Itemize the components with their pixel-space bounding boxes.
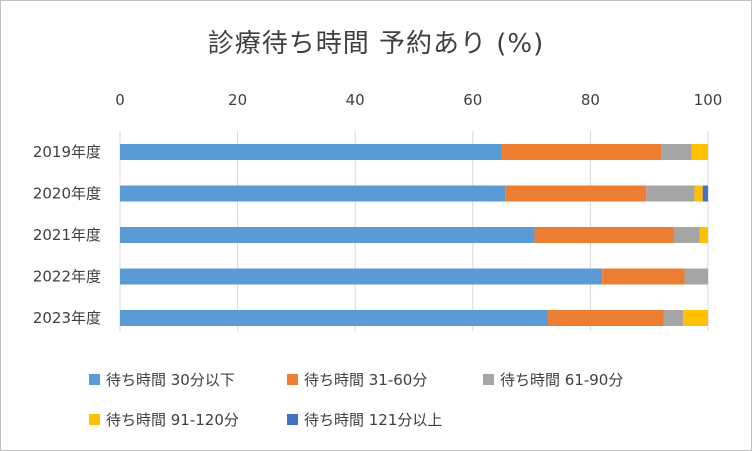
bar-segment-2023年度-series-3	[683, 310, 708, 326]
bar-segment-2023年度-series-2	[663, 310, 684, 326]
x-tick-label: 0	[115, 91, 125, 109]
bar-segment-2019年度-series-1	[501, 144, 661, 160]
category-label: 2021年度	[33, 226, 101, 244]
chart-title: 診療待ち時間 予約あり (%)	[207, 29, 545, 59]
bar-segment-2019年度-series-3	[691, 144, 708, 160]
bar-segment-2019年度-series-0	[120, 144, 502, 160]
bar-segment-2022年度-series-2	[684, 268, 708, 285]
bar-segment-2020年度-series-1	[505, 185, 647, 202]
category-label: 2019年度	[33, 143, 101, 161]
bar-segment-2020年度-series-2	[646, 185, 695, 202]
bar-segment-2021年度-series-2	[673, 227, 700, 243]
bar-segment-2020年度-series-4	[702, 185, 708, 202]
bar-segment-2020年度-series-0	[120, 185, 506, 202]
category-label: 2020年度	[33, 185, 101, 203]
bar-segment-2021年度-series-1	[534, 227, 674, 243]
bar-segment-2019年度-series-2	[660, 144, 692, 160]
x-tick-label: 100	[694, 91, 723, 109]
x-tick-label: 20	[228, 91, 247, 109]
category-label: 2022年度	[33, 268, 101, 286]
bar-segment-2023年度-series-0	[120, 310, 549, 326]
bar-segment-2022年度-series-0	[120, 268, 603, 285]
x-tick-label: 40	[346, 91, 365, 109]
x-tick-label: 60	[463, 91, 482, 109]
category-label: 2023年度	[33, 309, 101, 327]
bar-segment-2021年度-series-3	[699, 227, 708, 243]
x-tick-label: 80	[581, 91, 600, 109]
bar-segment-2020年度-series-3	[694, 185, 703, 202]
bar-segment-2022年度-series-1	[602, 268, 685, 285]
bar-segment-2023年度-series-1	[548, 310, 664, 326]
bar-segment-2021年度-series-0	[120, 227, 535, 243]
